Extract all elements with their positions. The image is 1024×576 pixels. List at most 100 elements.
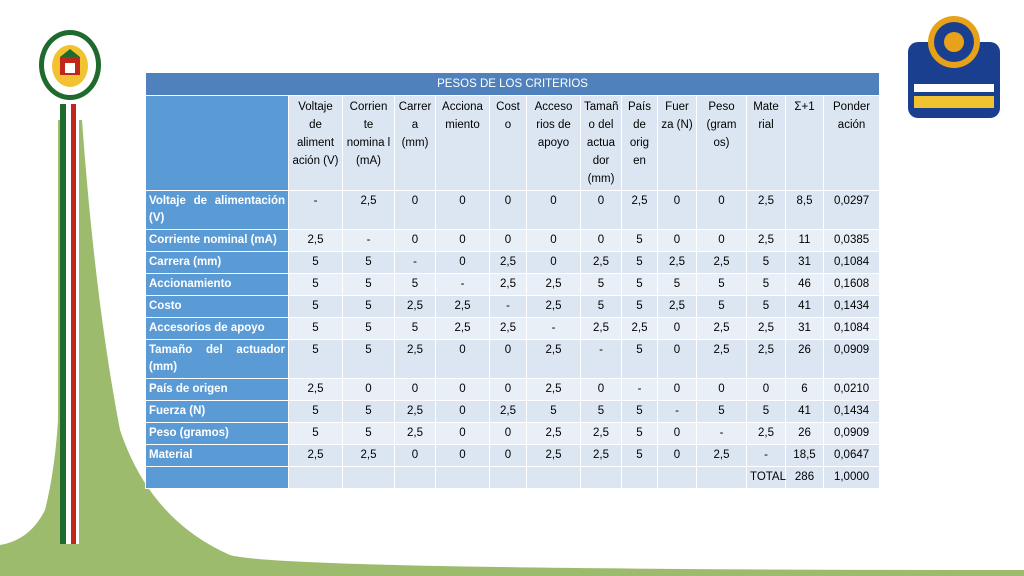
table-cell: 2,5 bbox=[657, 295, 697, 318]
table-cell: 2,5 bbox=[394, 422, 436, 445]
total-row-label-cell bbox=[145, 466, 289, 489]
table-cell: 5 bbox=[621, 295, 658, 318]
table-cell: 0 bbox=[657, 317, 697, 340]
column-header: Peso (gram os) bbox=[696, 95, 747, 191]
table-cell: 0 bbox=[580, 190, 622, 230]
table-cell: 0 bbox=[435, 400, 490, 423]
table-cell: - bbox=[580, 339, 622, 379]
column-header: Acciona miento bbox=[435, 95, 490, 191]
criteria-weights-table: PESOS DE LOS CRITERIOS Voltaje de alimen… bbox=[144, 72, 881, 489]
column-header: Σ+1 bbox=[785, 95, 824, 191]
table-cell: 0 bbox=[435, 251, 490, 274]
table-cell: 2,5 bbox=[394, 339, 436, 379]
table-cell: 0 bbox=[435, 339, 490, 379]
row-label: Fuerza (N) bbox=[145, 400, 289, 423]
table-cell: 5 bbox=[746, 295, 786, 318]
table-cell: 5 bbox=[657, 273, 697, 296]
row-label: Costo bbox=[145, 295, 289, 318]
corner-cell bbox=[145, 95, 289, 191]
table-cell: 0,1084 bbox=[822, 317, 881, 340]
table-cell: 2,5 bbox=[580, 251, 622, 274]
table-cell: 2,5 bbox=[288, 378, 343, 401]
row-label: Corriente nominal (mA) bbox=[145, 229, 289, 252]
table-cell: 2,5 bbox=[621, 317, 658, 340]
table-cell: 5 bbox=[342, 295, 395, 318]
table-cell: 0 bbox=[435, 229, 490, 252]
table-cell: - bbox=[657, 400, 697, 423]
table-cell: 0 bbox=[696, 378, 747, 401]
column-header: Ponder ación bbox=[822, 95, 881, 191]
total-weight: 1,0000 bbox=[822, 466, 881, 489]
table-cell: 2,5 bbox=[657, 251, 697, 274]
table-cell: 0 bbox=[696, 190, 747, 230]
table-cell: 2,5 bbox=[746, 339, 786, 379]
table-row: Corriente nominal (mA) 2,5-0 0 0 0 0 5 0 0 2,5 11 0… bbox=[145, 229, 881, 252]
table-cell: 5 bbox=[621, 339, 658, 379]
table-cell: 0 bbox=[657, 229, 697, 252]
table-cell: 0 bbox=[394, 444, 436, 467]
table-row: Accionamiento 5 5 5-2,5 2,5 5 5 5 5 5 46 0,1608 bbox=[145, 273, 881, 296]
column-header: Fuer za (N) bbox=[657, 95, 697, 191]
row-label: Peso (gramos) bbox=[145, 422, 289, 445]
table-row: País de origen 2,5 0 0 0 0 2,5 0-0 0 0 6 0,0210 bbox=[145, 378, 881, 401]
table-cell: 5 bbox=[342, 422, 395, 445]
table-cell: 0 bbox=[657, 444, 697, 467]
table-cell: 2,5 bbox=[489, 317, 527, 340]
column-header: Mate rial bbox=[746, 95, 786, 191]
table-cell: 0 bbox=[342, 378, 395, 401]
table-row: Carrera (mm) 5 5-0 2,5 0 2,5 5 2,5 2,5 5 31 0,1084 bbox=[145, 251, 881, 274]
column-header: Tamañ o del actua dor (mm) bbox=[580, 95, 622, 191]
table-cell: 8,5 bbox=[785, 190, 824, 230]
table-cell: 2,5 bbox=[342, 444, 395, 467]
table-cell: 0 bbox=[394, 229, 436, 252]
column-header: Carrer a (mm) bbox=[394, 95, 436, 191]
table-cell: 0 bbox=[526, 190, 581, 230]
table-cell: 0,0647 bbox=[822, 444, 881, 467]
table-cell: 0 bbox=[526, 251, 581, 274]
table-cell: 5 bbox=[621, 273, 658, 296]
table-cell: 5 bbox=[288, 317, 343, 340]
table-cell: 0 bbox=[580, 229, 622, 252]
table-cell: 0 bbox=[526, 229, 581, 252]
empty-cell bbox=[526, 466, 581, 489]
table-cell: 5 bbox=[288, 339, 343, 379]
empty-cell bbox=[696, 466, 747, 489]
total-sum: 286 bbox=[785, 466, 824, 489]
table-cell: 5 bbox=[342, 317, 395, 340]
table-title: PESOS DE LOS CRITERIOS bbox=[144, 72, 881, 96]
table-cell: 5 bbox=[621, 422, 658, 445]
table-cell: 5 bbox=[288, 251, 343, 274]
table-cell: 5 bbox=[580, 400, 622, 423]
table-cell: 5 bbox=[580, 273, 622, 296]
table-cell: 2,5 bbox=[696, 251, 747, 274]
table-cell: 2,5 bbox=[526, 422, 581, 445]
table-cell: 0,0297 bbox=[822, 190, 881, 230]
table-cell: 0 bbox=[489, 444, 527, 467]
empty-cell bbox=[580, 466, 622, 489]
table-cell: 5 bbox=[746, 400, 786, 423]
empty-cell bbox=[489, 466, 527, 489]
row-label: Accionamiento bbox=[145, 273, 289, 296]
table-cell: 0 bbox=[435, 422, 490, 445]
table-cell: 0 bbox=[435, 378, 490, 401]
row-label: País de origen bbox=[145, 378, 289, 401]
table-cell: 2,5 bbox=[746, 317, 786, 340]
table-cell: 5 bbox=[621, 444, 658, 467]
table-cell: 0 bbox=[657, 422, 697, 445]
table-cell: 5 bbox=[580, 295, 622, 318]
table-cell: 2,5 bbox=[288, 444, 343, 467]
table-cell: 2,5 bbox=[746, 229, 786, 252]
table-cell: 11 bbox=[785, 229, 824, 252]
table-row: Tamaño del actuador (mm) 5 5 2,5 0 0 2,5-5 0 2,5… bbox=[145, 339, 881, 379]
table-cell: 2,5 bbox=[489, 273, 527, 296]
table-cell: - bbox=[342, 229, 395, 252]
table-cell: 2,5 bbox=[342, 190, 395, 230]
table-cell: 0 bbox=[435, 444, 490, 467]
table-cell: 5 bbox=[696, 273, 747, 296]
table-cell: 2,5 bbox=[696, 317, 747, 340]
table-cell: 18,5 bbox=[785, 444, 824, 467]
table-cell: 6 bbox=[785, 378, 824, 401]
table-cell: - bbox=[696, 422, 747, 445]
table-cell: - bbox=[394, 251, 436, 274]
